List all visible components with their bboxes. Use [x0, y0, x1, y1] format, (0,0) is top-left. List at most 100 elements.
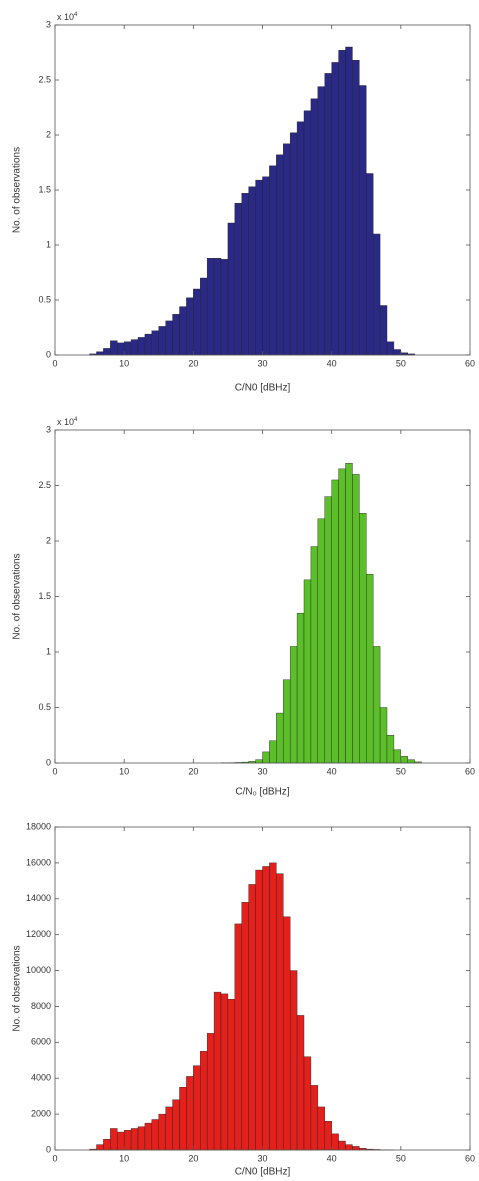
x-axis-label: C/N0 [dBHz] — [235, 383, 291, 394]
histogram-bar — [386, 735, 395, 764]
x-tick-label: 50 — [396, 766, 406, 776]
x-tick-label: 20 — [188, 766, 198, 776]
histogram-bar — [241, 193, 249, 356]
chart: 0 10 20 30 40 50 60 0 0.5 1 1.5 2 2.5 3 x 104 C/N₀ [dBH… — [12, 417, 475, 798]
histogram-bar — [269, 862, 277, 1151]
histogram-bar — [386, 341, 395, 356]
x-axis-label: C/N₀ [dBHz] — [235, 787, 289, 798]
y-axis-label: No. of observations — [12, 945, 23, 1031]
histogram-bar — [310, 1085, 319, 1151]
x-tick-label: 30 — [257, 358, 267, 368]
histogram-bar — [193, 1065, 201, 1151]
histogram-bar — [310, 546, 319, 764]
histogram-bar — [283, 679, 291, 764]
y-tick-label: 2000 — [31, 1108, 51, 1118]
histogram-bar — [227, 999, 236, 1151]
histogram-bar — [393, 349, 402, 356]
histogram-bar — [366, 173, 374, 356]
histogram-bar — [144, 1122, 153, 1151]
y-tick-label: 1.5 — [38, 184, 51, 194]
y-multiplier: x 104 — [57, 12, 78, 23]
multiplier-base: x 10 — [57, 12, 74, 22]
histogram-bar — [123, 341, 132, 356]
histogram-bar — [359, 85, 367, 356]
histogram-bar — [130, 1128, 139, 1151]
x-tick-label: 60 — [465, 1153, 475, 1163]
y-tick-label: 2 — [46, 129, 51, 139]
histogram-bar — [262, 176, 270, 356]
histogram-bar — [158, 1113, 166, 1151]
x-tick-label: 40 — [327, 1153, 337, 1163]
y-tick-label: 14000 — [26, 893, 51, 903]
histogram-bar — [352, 60, 360, 356]
x-tick-label: 10 — [119, 1153, 129, 1163]
histogram-bar — [296, 1015, 305, 1151]
y-tick-label: 2.5 — [38, 480, 51, 490]
histogram-bar — [303, 110, 312, 356]
histogram-bar — [206, 1033, 215, 1151]
y-tick-label: 0 — [46, 757, 51, 767]
histogram-bar — [186, 1076, 194, 1151]
histogram-bar — [372, 233, 381, 356]
histogram-bar — [234, 202, 242, 356]
y-tick-label: 2 — [46, 535, 51, 545]
histogram-bar — [296, 121, 305, 356]
y-tick-label: 3 — [46, 19, 51, 29]
y-tick-label: 0 — [46, 349, 51, 359]
x-tick-label: 10 — [119, 766, 129, 776]
x-tick-label: 10 — [119, 358, 129, 368]
x-tick-label: 20 — [188, 358, 198, 368]
histogram-bar — [366, 574, 374, 764]
histogram-bar — [193, 288, 201, 356]
histogram-bar — [248, 186, 256, 356]
histogram-bar — [303, 1056, 312, 1151]
histogram-bar — [345, 463, 353, 764]
histogram-bar — [255, 179, 263, 356]
histogram-bar — [262, 751, 270, 764]
histogram-bar — [379, 305, 388, 356]
x-tick-label: 50 — [396, 1153, 406, 1163]
x-tick-label: 0 — [52, 766, 57, 776]
histogram-bar — [200, 1051, 208, 1151]
histogram-bar — [317, 86, 325, 356]
y-tick-label: 6000 — [31, 1037, 51, 1047]
histogram-bar — [379, 707, 388, 764]
histogram-bar — [338, 1140, 346, 1151]
histogram-bar — [345, 46, 353, 356]
histogram-bar — [317, 1106, 325, 1151]
histogram-bar — [213, 991, 222, 1151]
histogram-bar — [269, 740, 277, 764]
x-tick-label: 30 — [257, 1153, 267, 1163]
histogram-bar — [220, 993, 229, 1151]
x-tick-label: 40 — [327, 766, 337, 776]
multiplier-exponent: 4 — [74, 417, 78, 423]
y-tick-label: 18000 — [26, 821, 51, 831]
histogram-bar — [317, 518, 325, 764]
histogram-bar — [393, 749, 402, 764]
histogram-bar — [338, 468, 346, 764]
histogram-bar — [103, 1139, 111, 1151]
histogram-bar — [324, 496, 332, 764]
histogram-bar — [220, 259, 229, 356]
histogram-bar — [310, 98, 319, 356]
y-tick-label: 0 — [46, 1144, 51, 1154]
multiplier-base: x 10 — [57, 417, 74, 427]
chart: 0 10 20 30 40 50 60 0 0.5 1 1.5 2 2.5 3 x 104 C/N0 [dBH… — [12, 12, 475, 394]
histogram-bar — [110, 340, 118, 356]
histogram-bar — [289, 646, 298, 764]
histogram-bar — [117, 1131, 125, 1151]
histogram-bar — [338, 50, 346, 356]
histogram-bar — [234, 923, 242, 1151]
histogram-bar — [172, 314, 180, 356]
histogram-bar — [262, 866, 270, 1151]
histogram-bar — [96, 351, 104, 356]
histogram-bar — [248, 884, 256, 1151]
x-axis-label: C/N0 [dBHz] — [235, 1167, 291, 1178]
y-tick-label: 2.5 — [38, 74, 51, 84]
histogram-bar — [158, 326, 166, 356]
y-multiplier: x 104 — [57, 417, 78, 428]
histogram-bar — [276, 154, 284, 356]
histogram-bar — [165, 1106, 173, 1151]
histogram-bar — [352, 474, 360, 764]
